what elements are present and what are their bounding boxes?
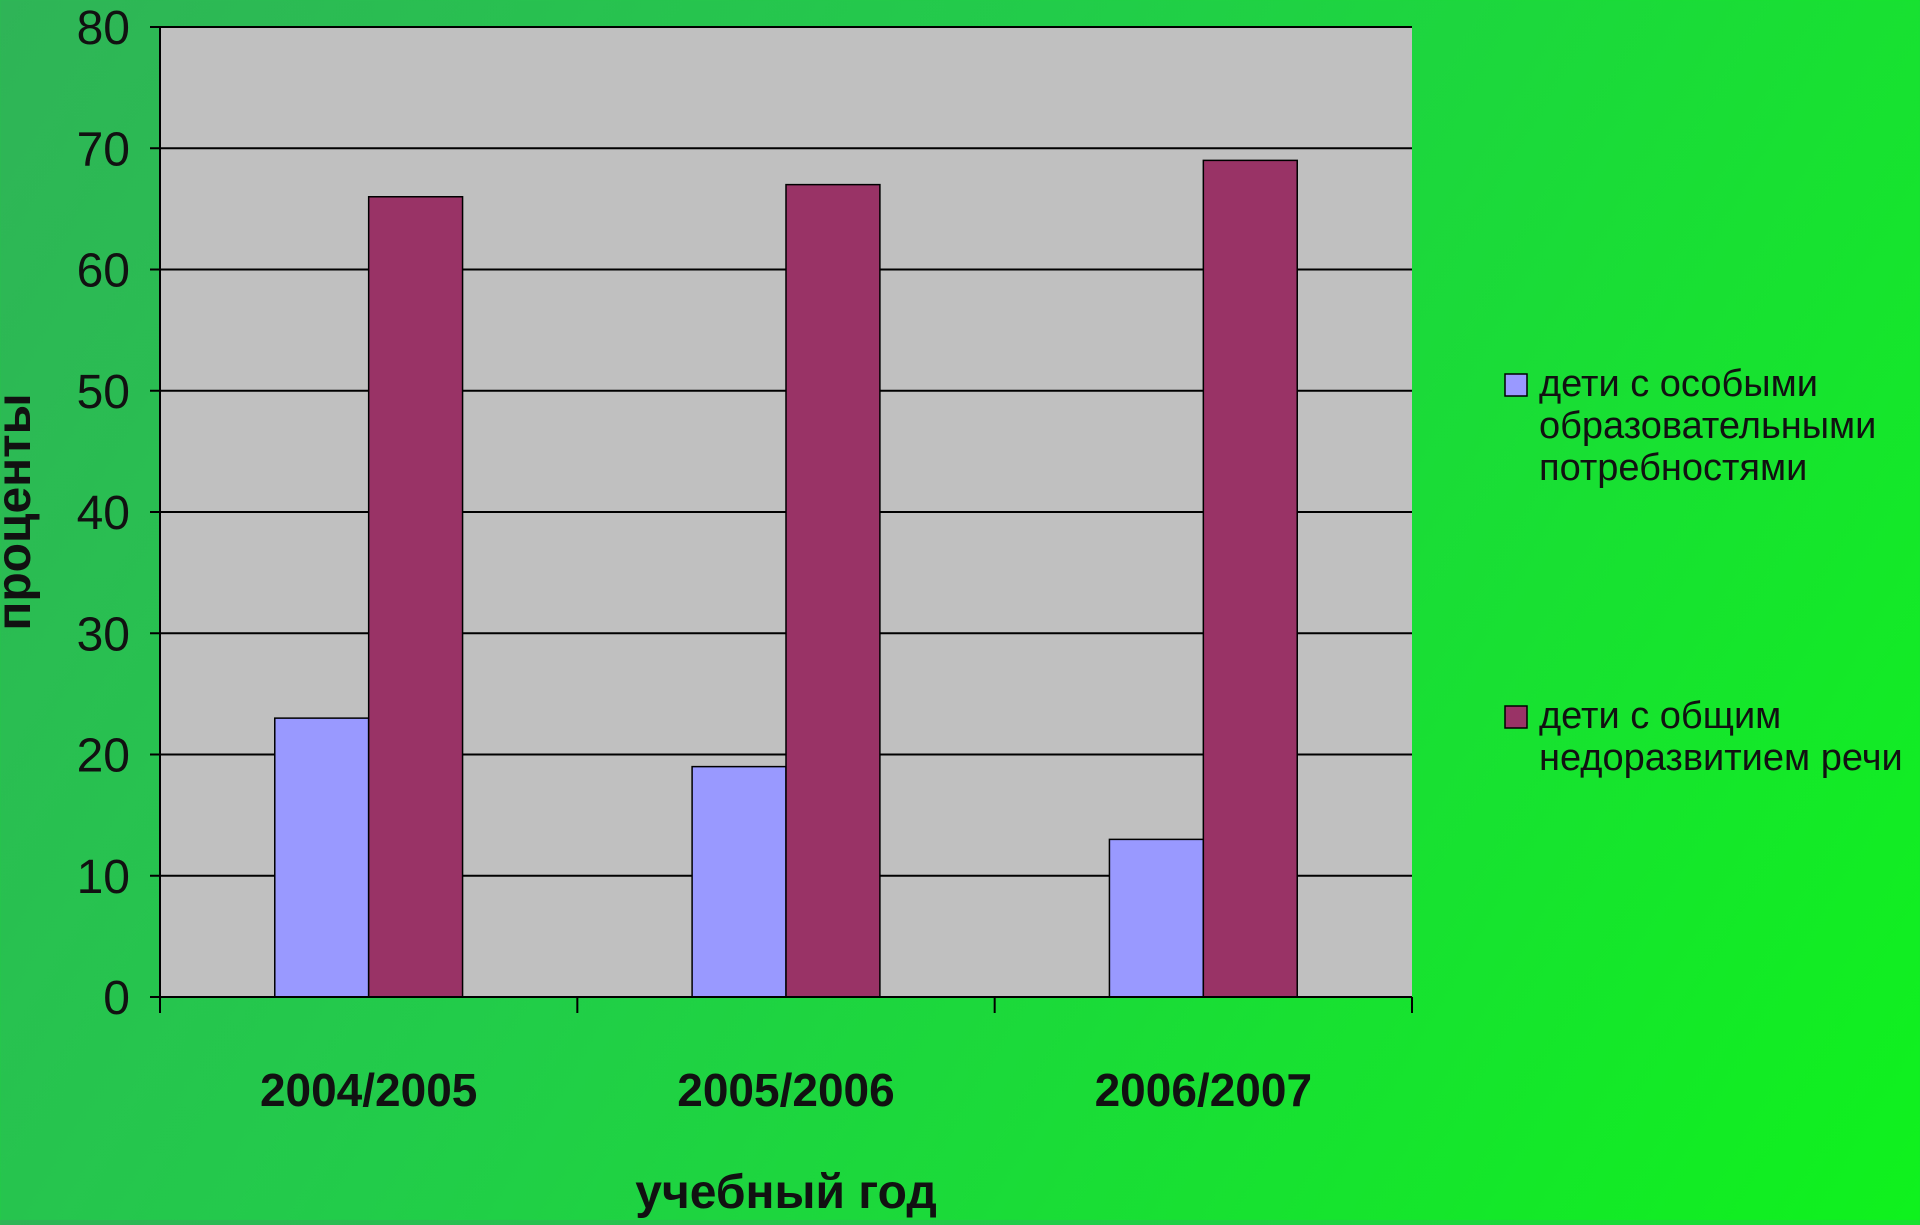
y-tick-labels: 0 10 20 30 40 50 60 70 80 bbox=[77, 2, 130, 1025]
y-tick-label: 40 bbox=[77, 487, 130, 540]
bar bbox=[274, 717, 370, 998]
axes bbox=[150, 26, 1413, 1013]
bar bbox=[691, 765, 787, 998]
y-tick-label: 0 bbox=[103, 972, 130, 1025]
x-axis-title: учебный год bbox=[635, 1166, 937, 1219]
y-tick-label: 20 bbox=[77, 730, 130, 783]
y-tick-label: 10 bbox=[77, 851, 130, 904]
x-category-label: 2005/2006 bbox=[677, 1064, 894, 1116]
legend-label: дети с особыми bbox=[1539, 363, 1818, 405]
legend-label: недоразвитием речи bbox=[1539, 737, 1903, 779]
legend-label: образовательными bbox=[1539, 405, 1876, 447]
y-tick-label: 60 bbox=[77, 245, 130, 298]
x-category-label: 2004/2005 bbox=[260, 1064, 477, 1116]
bar bbox=[367, 196, 464, 998]
legend-swatch bbox=[1504, 373, 1528, 397]
legend-label: потребностями bbox=[1539, 447, 1807, 489]
y-tick-label: 30 bbox=[77, 608, 130, 661]
y-tick-label: 70 bbox=[77, 123, 130, 176]
x-category-label: 2006/2007 bbox=[1095, 1064, 1312, 1116]
legend: дети с особымиобразовательнымипотребност… bbox=[1504, 363, 1903, 779]
bars bbox=[274, 159, 1298, 998]
y-tick-label: 50 bbox=[77, 366, 130, 419]
y-tick-label: 80 bbox=[77, 2, 130, 55]
legend-swatch bbox=[1504, 705, 1528, 729]
legend-label: дети с общим bbox=[1539, 695, 1781, 737]
bar bbox=[785, 183, 881, 998]
x-category-labels: 2004/2005 2005/2006 2006/2007 bbox=[260, 1064, 1312, 1116]
bar bbox=[1108, 838, 1205, 998]
y-axis-title: проценты bbox=[0, 393, 41, 630]
bar bbox=[1202, 159, 1298, 998]
